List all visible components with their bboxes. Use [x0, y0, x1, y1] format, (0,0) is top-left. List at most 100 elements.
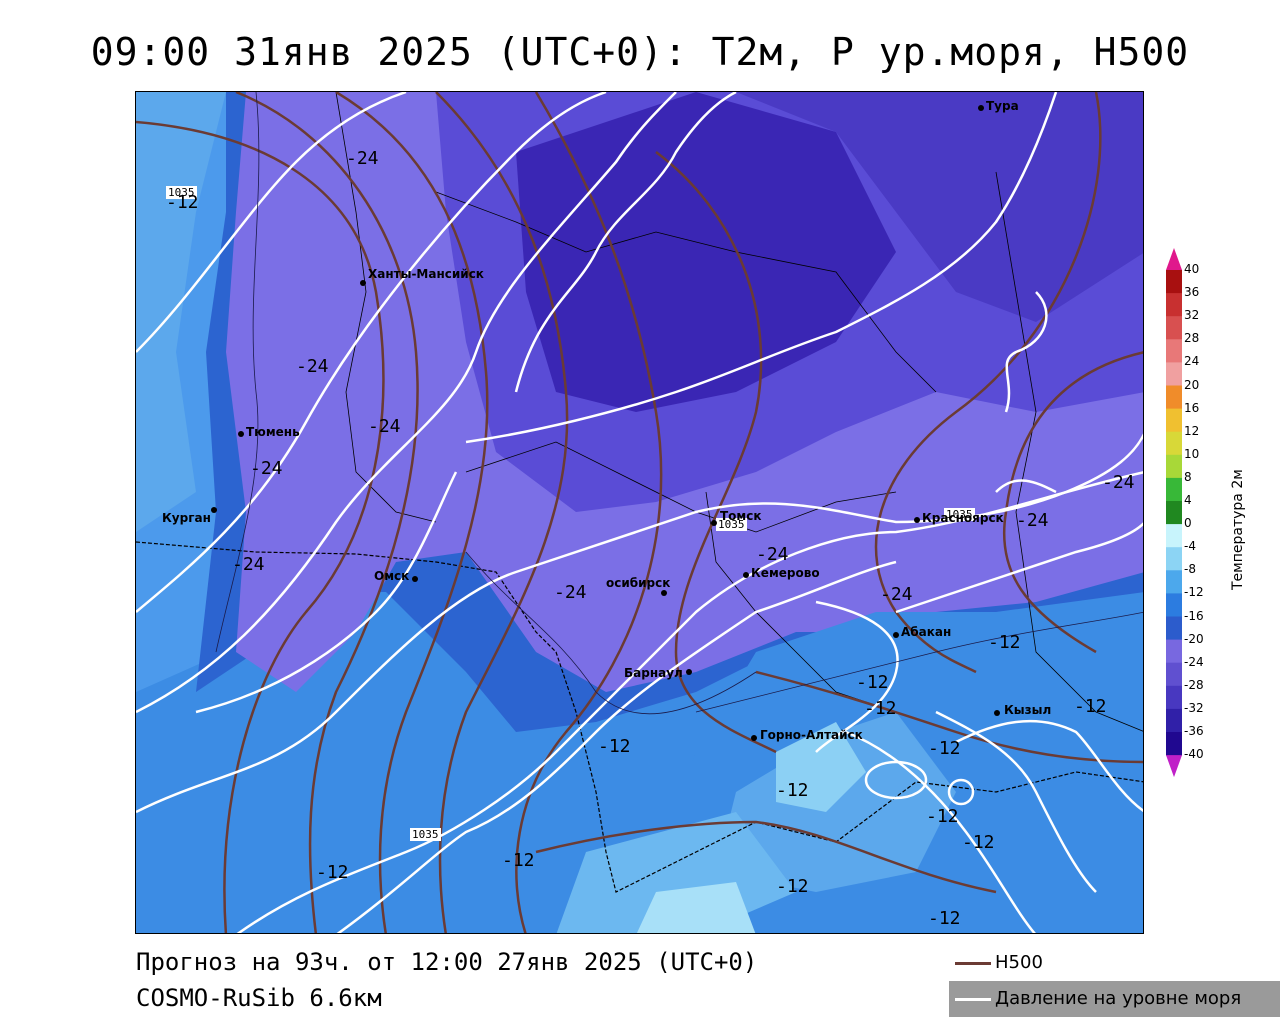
isotherm-label: -12 — [502, 850, 535, 871]
forecast-info: Прогноз на 93ч. от 12:00 27янв 2025 (UTC… — [136, 948, 758, 976]
colorbar-segment — [1166, 639, 1182, 664]
colorbar-segment — [1166, 270, 1182, 294]
city-kurgan: Курган — [162, 511, 211, 525]
city-dot — [238, 431, 244, 437]
colorbar-segment — [1166, 431, 1182, 456]
colorbar-tick-label: 12 — [1184, 423, 1200, 438]
city-tyumen: Тюмень — [246, 425, 300, 439]
colorbar-tick-label: -20 — [1184, 631, 1204, 646]
temperature-band-minus32 — [516, 92, 896, 412]
colorbar-segment — [1166, 362, 1182, 386]
isobar-13 — [845, 730, 1036, 933]
colorbar-segment — [1166, 616, 1182, 641]
isotherm-minus24-west — [215, 92, 260, 653]
colorbar-tick-label: 24 — [1184, 354, 1200, 369]
colorbar-segment — [1166, 662, 1182, 687]
pressure-label: 1035 — [716, 518, 747, 531]
isobar-4 — [514, 92, 737, 393]
isotherm-label: -12 — [928, 908, 961, 929]
colorbar-segment — [1166, 293, 1182, 317]
colorbar-tick-label: -36 — [1184, 724, 1204, 738]
colorbar-segment — [1166, 316, 1182, 340]
city-dot — [686, 669, 692, 675]
isotherm-label: -24 — [756, 544, 789, 565]
city-omsk: Омск — [374, 569, 410, 583]
colorbar-segment — [1166, 501, 1182, 525]
h500-contour-6 — [655, 151, 777, 754]
colorbar-tick-label: 4 — [1184, 493, 1192, 507]
isobar-2 — [136, 92, 607, 613]
city-dot — [661, 590, 667, 596]
isobar-12 — [935, 710, 1097, 893]
isobar-7 — [136, 433, 1143, 814]
colorbar-tick-label: 40 — [1184, 262, 1200, 276]
map-canvas[interactable]: 1035 1035 1035 1035 -24 -24 -24 -24 -24 … — [135, 91, 1144, 934]
isotherm-label: -24 — [296, 356, 329, 377]
isotherm-minus24-south — [465, 551, 757, 715]
city-dot — [914, 517, 920, 523]
isotherm-label: -12 — [864, 698, 897, 719]
city-kemerovo: Кемерово — [751, 566, 820, 580]
isotherm-label: -12 — [856, 672, 889, 693]
colorbar-tick-label: 10 — [1184, 446, 1200, 461]
colorbar-segment — [1166, 593, 1182, 617]
isobar-14 — [955, 719, 1143, 813]
colorbar-top-arrow — [1166, 248, 1182, 270]
h500-contour-4 — [435, 92, 569, 933]
isobar-10 — [815, 600, 899, 753]
isobar-1 — [136, 92, 407, 353]
h500-contour-7 — [874, 92, 1102, 674]
temperature-band-far-west — [136, 92, 226, 532]
colorbar-segment — [1166, 547, 1182, 571]
colorbar-tick-label: 32 — [1184, 308, 1200, 323]
isotherm-label: -24 — [880, 584, 913, 605]
isotherm-label: -12 — [962, 832, 995, 853]
colorbar-segment — [1166, 477, 1182, 502]
city-dot — [751, 735, 757, 741]
model-info: COSMO-RuSib 6.6км — [136, 984, 382, 1012]
h500-contour-9 — [755, 670, 1143, 764]
colorbar-bottom-arrow — [1166, 755, 1182, 778]
colorbar-segment — [1166, 524, 1182, 548]
colorbar-segment — [1166, 570, 1182, 594]
legend-pressure-label: Давление на уровне моря — [995, 988, 1242, 1009]
colorbar-graphic — [1166, 248, 1182, 778]
colorbar-tick-label: 0 — [1184, 516, 1192, 531]
city-tura: Тура — [986, 99, 1019, 113]
isotherm-label: -12 — [776, 876, 809, 897]
country-border — [136, 541, 1143, 893]
legend-h500-label: Н500 — [995, 952, 1043, 973]
colorbar-tick-label: -4 — [1184, 539, 1196, 554]
isotherm-label: -12 — [988, 632, 1021, 653]
city-kyzyl: Кызыл — [1004, 703, 1052, 717]
colorbar-tick-label: 28 — [1184, 331, 1200, 346]
isobar-6 — [195, 471, 458, 714]
colorbar-tick-label: -32 — [1184, 700, 1204, 715]
colorbar-tick-label: -28 — [1184, 677, 1204, 692]
region-border-1 — [335, 92, 437, 523]
legend-pressure: Давление на уровне моря — [949, 981, 1280, 1017]
isotherm-label: -12 — [1074, 696, 1107, 717]
city-dot — [978, 105, 984, 111]
isotherm-label: -12 — [598, 736, 631, 757]
isotherm-label: -24 — [1102, 472, 1135, 493]
colorbar-segment — [1166, 708, 1182, 733]
pressure-label: 1035 — [166, 186, 197, 199]
colorbar-segment — [1166, 385, 1182, 410]
isobar-8 — [236, 471, 1143, 933]
h500-line-swatch — [955, 961, 991, 965]
isotherm-label: -24 — [1016, 510, 1049, 531]
city-dot — [211, 507, 217, 513]
city-khanty-mansiysk: Ханты-Мансийск — [368, 267, 484, 281]
isobar-11 — [895, 522, 1143, 614]
pressure-label: 1035 — [410, 828, 441, 841]
isobar-ring-2 — [947, 778, 975, 806]
isobar-5 — [465, 92, 1058, 444]
city-dot — [412, 576, 418, 582]
temperature-band-northeast — [736, 92, 1143, 322]
colorbar-tick-label: -16 — [1184, 608, 1204, 623]
isotherm-label: -12 — [776, 780, 809, 801]
h500-contour-1 — [136, 120, 385, 933]
city-krasnoyarsk: Красноярск — [922, 511, 1004, 525]
isotherm-label: -12 — [316, 862, 349, 883]
